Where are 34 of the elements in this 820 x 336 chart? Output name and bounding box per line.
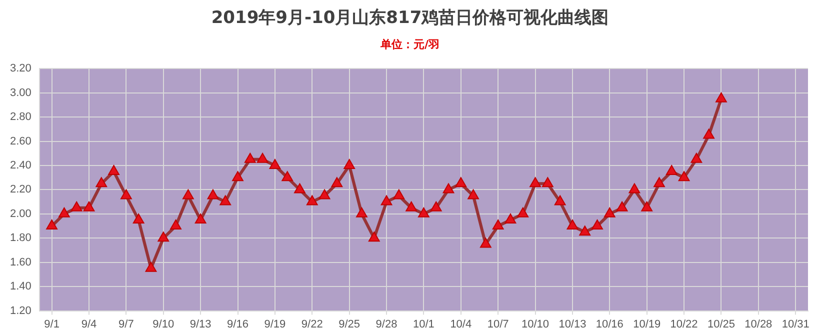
x-tick-label: 10/4: [450, 318, 472, 330]
x-tick-label: 9/7: [118, 318, 134, 330]
y-tick-label: 2.00: [10, 208, 32, 220]
y-tick-label: 3.00: [10, 86, 32, 99]
x-tick-label: 9/1: [44, 318, 60, 330]
x-tick-label: 9/10: [152, 318, 174, 330]
y-tick-label: 1.80: [10, 232, 32, 244]
x-tick-label: 10/13: [558, 318, 586, 330]
y-tick-label: 2.80: [10, 111, 32, 124]
y-tick-label: 3.20: [10, 62, 32, 75]
y-tick-label: 2.60: [10, 135, 32, 148]
x-tick-label: 10/22: [670, 318, 698, 330]
x-tick-label: 9/19: [264, 318, 286, 330]
x-tick-label: 9/4: [81, 318, 97, 330]
x-tick-label: 10/16: [596, 318, 624, 330]
x-tick-label: 10/25: [707, 318, 735, 330]
y-tick-label: 2.20: [10, 184, 32, 196]
x-tick-label: 9/16: [227, 318, 248, 330]
y-tick-label: 2.40: [10, 160, 32, 172]
x-tick-label: 10/31: [782, 318, 810, 330]
x-tick-label: 9/25: [338, 318, 360, 330]
y-tick-label: 1.60: [10, 256, 32, 268]
x-tick-label: 9/22: [301, 318, 323, 330]
x-tick-label: 9/13: [190, 318, 212, 330]
x-tick-label: 10/19: [633, 318, 661, 330]
x-tick-label: 9/28: [376, 318, 398, 330]
y-tick-label: 1.20: [10, 304, 32, 317]
y-tick-label: 1.40: [10, 280, 32, 293]
chart-title: 2019年9月-10月山东817鸡苗日价格可视化曲线图: [210, 7, 610, 30]
x-tick-label: 10/1: [412, 318, 434, 330]
chart-subtitle: 单位：元/羽: [379, 37, 441, 53]
x-tick-label: 10/7: [487, 318, 509, 330]
x-tick-label: 10/28: [744, 318, 772, 330]
x-tick-label: 10/10: [522, 318, 550, 330]
